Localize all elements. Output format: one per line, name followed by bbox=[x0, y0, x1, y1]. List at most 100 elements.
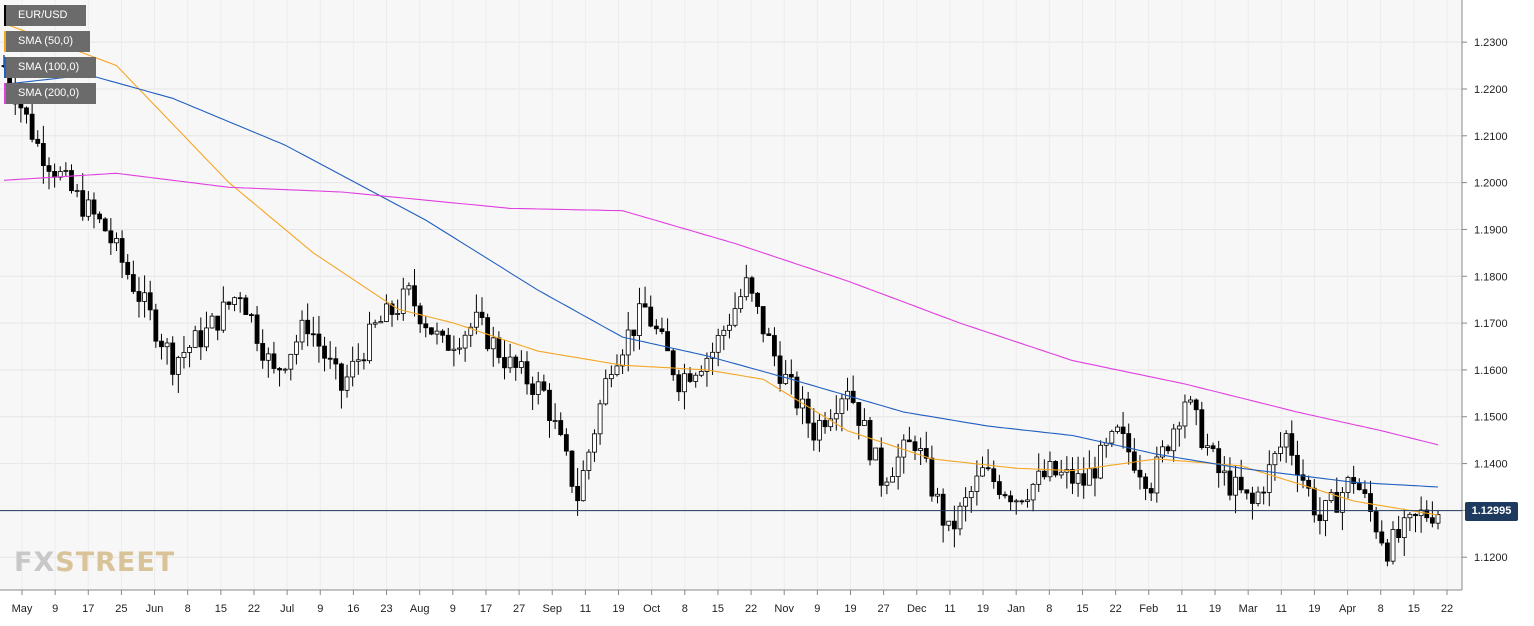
x-tick-label: 22 bbox=[745, 603, 757, 615]
x-tick-label: 8 bbox=[1378, 603, 1384, 615]
candle-body bbox=[552, 420, 558, 422]
candle-body bbox=[1188, 399, 1193, 403]
candle-body bbox=[1328, 491, 1334, 502]
candle-body bbox=[592, 433, 597, 453]
candle-body bbox=[1278, 446, 1283, 454]
candle-body bbox=[721, 329, 727, 336]
candle-body bbox=[738, 296, 744, 309]
y-tick-label: 1.2300 bbox=[1474, 37, 1508, 49]
legend-label: SMA (200,0) bbox=[18, 87, 80, 99]
candle-body bbox=[535, 381, 541, 395]
candle-body bbox=[1070, 469, 1075, 484]
candle-body bbox=[507, 356, 513, 369]
candle-body bbox=[1435, 514, 1441, 524]
candle-body bbox=[1171, 428, 1177, 452]
candle-body bbox=[597, 403, 603, 435]
candle-body bbox=[74, 190, 80, 192]
sma-line bbox=[3, 172, 1439, 446]
x-tick-label: Apr bbox=[1339, 603, 1356, 615]
candle-body bbox=[895, 456, 901, 477]
candle-body bbox=[996, 481, 1002, 495]
candle-body bbox=[530, 383, 536, 395]
candle-body bbox=[237, 297, 243, 300]
x-tick-label: 25 bbox=[115, 603, 127, 615]
x-tick-label: Oct bbox=[643, 603, 660, 615]
candle-body bbox=[1384, 542, 1390, 562]
x-tick-label: Dec bbox=[907, 603, 927, 615]
candle-body bbox=[968, 491, 974, 499]
x-tick-label: Nov bbox=[774, 603, 794, 615]
candle-body bbox=[1345, 477, 1351, 493]
candle-body bbox=[1216, 448, 1222, 474]
x-tick-label: Feb bbox=[1139, 603, 1158, 615]
candle-body bbox=[119, 238, 125, 263]
y-tick-label: 1.1800 bbox=[1474, 271, 1508, 283]
candle-body bbox=[1429, 517, 1435, 524]
candle-body bbox=[653, 325, 659, 330]
candle-body bbox=[282, 368, 288, 371]
candle-body bbox=[1165, 446, 1171, 452]
candle-body bbox=[985, 467, 991, 470]
candle-body bbox=[1261, 491, 1267, 494]
candle-body bbox=[485, 317, 491, 350]
candle-body bbox=[316, 333, 322, 347]
candle-body bbox=[277, 368, 282, 371]
x-tick-label: Mar bbox=[1239, 603, 1258, 615]
candle-body bbox=[406, 285, 412, 290]
x-tick-label: Jan bbox=[1007, 603, 1025, 615]
candle-body bbox=[614, 365, 620, 375]
candle-body bbox=[558, 420, 564, 436]
legend-label: SMA (50,0) bbox=[18, 35, 74, 47]
candle-body bbox=[1041, 470, 1047, 478]
candle-body bbox=[339, 363, 344, 391]
candle-body bbox=[1143, 476, 1148, 489]
x-tick-label: 19 bbox=[977, 603, 989, 615]
candle-body bbox=[665, 331, 670, 352]
candle-body bbox=[310, 333, 316, 336]
candle-body bbox=[912, 441, 918, 451]
candle-body bbox=[35, 138, 41, 144]
candle-body bbox=[1233, 476, 1238, 496]
candle-body bbox=[412, 285, 417, 307]
candle-body bbox=[670, 350, 676, 376]
candle-body bbox=[575, 485, 580, 502]
x-tick-label: 17 bbox=[480, 603, 492, 615]
x-tick-label: 19 bbox=[1209, 603, 1221, 615]
candle-body bbox=[97, 213, 102, 220]
candle-body bbox=[828, 418, 834, 428]
candle-body bbox=[1030, 483, 1036, 501]
candle-body bbox=[608, 374, 614, 380]
candle-body bbox=[395, 313, 401, 315]
candle-body bbox=[625, 329, 631, 356]
y-tick-label: 1.1900 bbox=[1474, 224, 1508, 236]
x-tick-label: 15 bbox=[1076, 603, 1088, 615]
x-tick-label: 11 bbox=[580, 603, 591, 615]
candle-body bbox=[794, 376, 800, 409]
candle-body bbox=[215, 315, 221, 331]
candle-body bbox=[1334, 491, 1340, 513]
x-tick-label: Aug bbox=[410, 603, 430, 615]
candle-body bbox=[580, 470, 586, 502]
candle-body bbox=[541, 381, 547, 391]
candle-body bbox=[462, 334, 468, 349]
candle-body bbox=[676, 374, 682, 393]
candle-body bbox=[1081, 473, 1087, 486]
candle-body bbox=[906, 439, 912, 443]
candle-body bbox=[1120, 426, 1126, 434]
candle-body bbox=[1390, 529, 1396, 562]
x-tick-label: 9 bbox=[814, 603, 820, 615]
candle-body bbox=[704, 357, 710, 372]
candle-body bbox=[265, 353, 271, 361]
candle-body bbox=[355, 359, 361, 362]
candle-body bbox=[457, 347, 462, 350]
candle-body bbox=[963, 497, 969, 507]
sma-line bbox=[3, 74, 1439, 488]
candle-body bbox=[136, 291, 142, 302]
candle-body bbox=[946, 520, 952, 526]
x-tick-label: 22 bbox=[1441, 603, 1453, 615]
candle-body bbox=[260, 343, 266, 361]
candle-body bbox=[777, 355, 783, 384]
x-tick-label: 8 bbox=[1046, 603, 1052, 615]
fxstreet-logo: FXSTREET bbox=[14, 547, 176, 578]
